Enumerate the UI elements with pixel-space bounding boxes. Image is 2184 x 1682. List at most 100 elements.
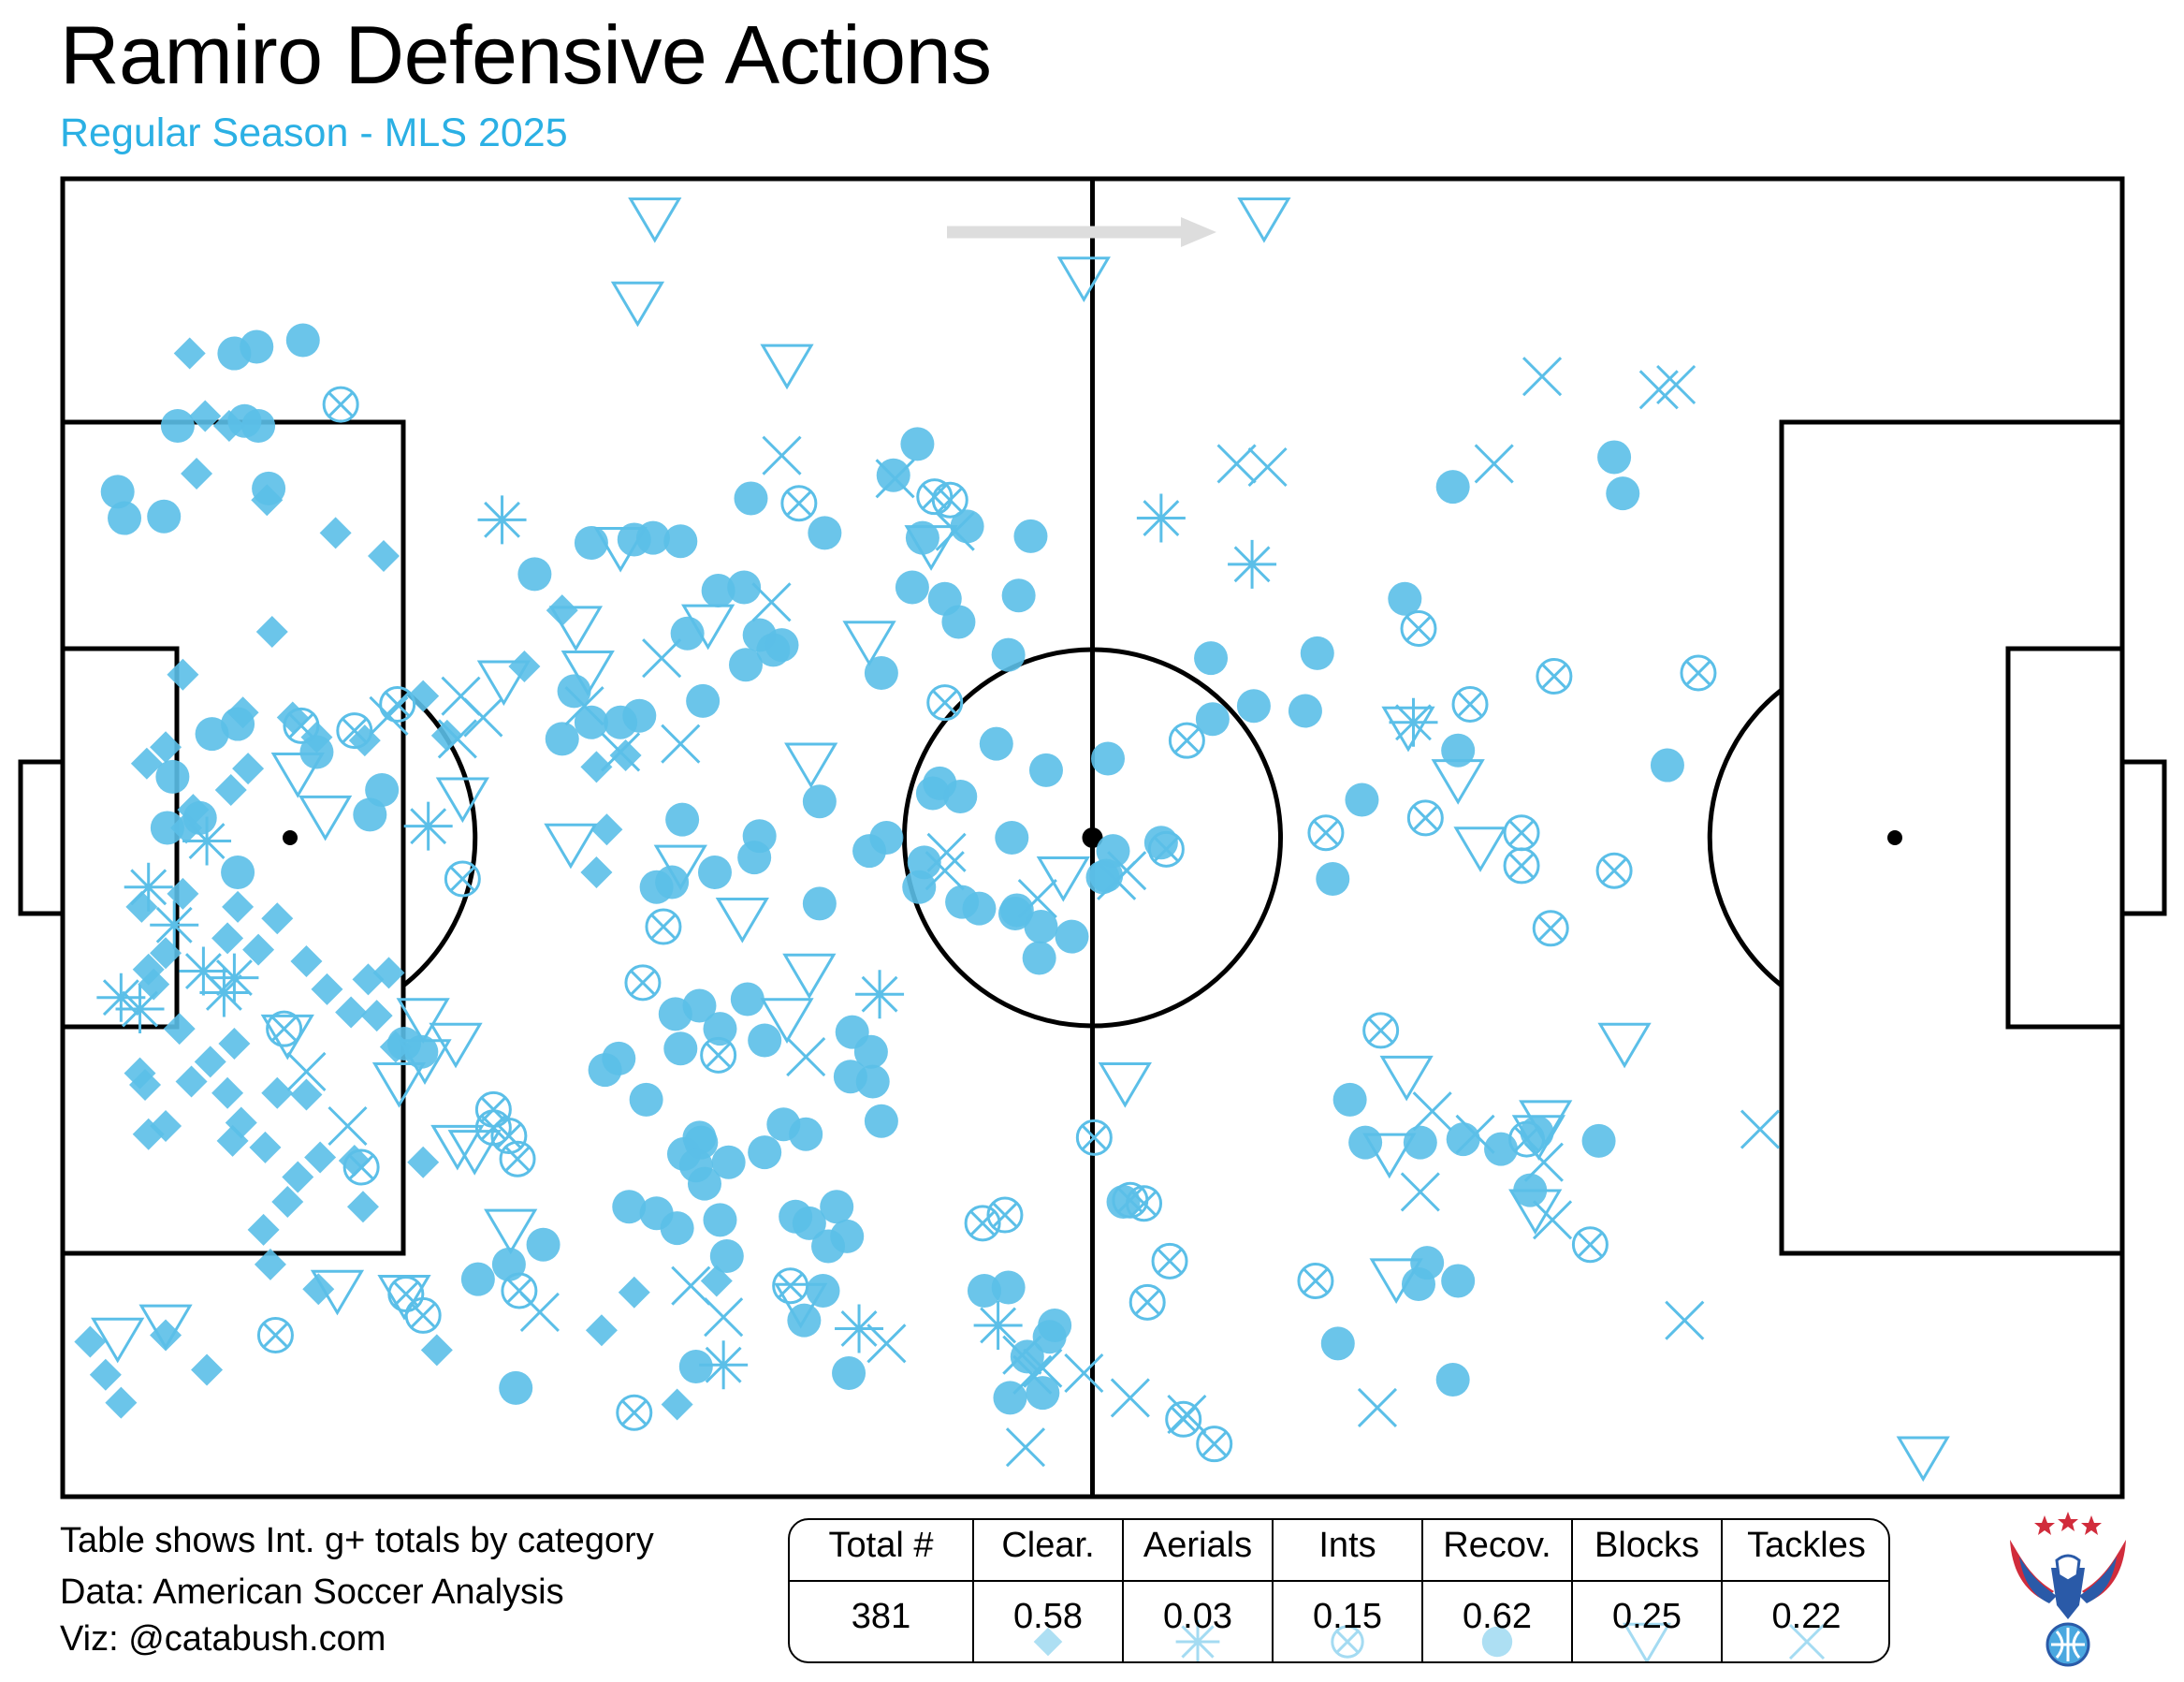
data-point-x: [642, 638, 682, 679]
eagle-soccer-logo: [2010, 1512, 2126, 1667]
data-point-circle-x: [1196, 1426, 1233, 1463]
data-point-circle: [150, 811, 184, 845]
data-point-triangle-down: [1369, 1258, 1423, 1305]
data-point-circle: [252, 471, 286, 505]
data-point-circle: [979, 726, 1013, 761]
table-header: Clear.: [1001, 1526, 1095, 1565]
data-point-asterisk: [96, 973, 146, 1022]
data-point-triangle-down: [1508, 1189, 1563, 1236]
data-point-triangle-down: [774, 1282, 828, 1329]
data-point-circle: [1650, 748, 1684, 782]
data-point-circle: [991, 637, 1026, 672]
data-point-circle: [686, 683, 721, 718]
data-point-diamond: [129, 1069, 162, 1101]
data-point-diamond: [214, 773, 247, 806]
data-point-triangle-down: [1453, 826, 1507, 872]
data-point-circle-x: [1297, 1262, 1334, 1299]
data-point-x: [661, 724, 701, 764]
right-penalty-arc: [1707, 688, 1784, 987]
data-point-circle: [299, 735, 334, 769]
data-point-circle: [1010, 1339, 1044, 1374]
data-point-circle: [711, 1145, 746, 1179]
data-point-circle: [1028, 753, 1063, 787]
data-point-circle-x: [645, 908, 682, 945]
data-point-diamond: [132, 1118, 165, 1150]
data-point-diamond: [261, 1076, 294, 1109]
data-point-circle: [1195, 702, 1230, 737]
data-point-triangle-down: [1511, 1115, 1566, 1161]
attack-direction-arrow: [947, 217, 1216, 247]
data-point-triangle-down: [544, 823, 598, 870]
data-point-diamond: [189, 400, 222, 432]
data-point-x: [1002, 1335, 1042, 1375]
table-header: Tackles: [1747, 1526, 1866, 1565]
data-point-diamond: [261, 902, 294, 935]
series-asterisk: [96, 493, 1438, 1390]
data-point-asterisk: [835, 1304, 884, 1353]
data-point-triangle-down: [447, 1130, 502, 1176]
data-point-circle-x: [1532, 910, 1569, 947]
data-point-circle-x: [1406, 799, 1444, 837]
data-point-diamond: [360, 1000, 393, 1032]
data-point-diamond: [247, 1213, 280, 1246]
data-point-circle: [1032, 1320, 1067, 1354]
data-point-x: [1005, 1427, 1046, 1468]
data-point-circle: [147, 499, 182, 534]
data-point-circle: [365, 772, 400, 807]
data-point-triangle-down: [435, 777, 489, 824]
data-point-diamond: [222, 890, 255, 923]
data-point-diamond: [211, 922, 244, 955]
data-point-circle-x: [1571, 1226, 1609, 1264]
data-point-diamond: [271, 1185, 304, 1218]
data-point-diamond: [585, 1314, 618, 1347]
data-point-triangle-down: [1056, 256, 1111, 302]
pitch-spots: [283, 827, 1902, 848]
data-point-circle-x: [624, 964, 662, 1002]
data-point-circle-x: [1151, 1242, 1188, 1280]
data-point-diamond: [163, 1013, 196, 1046]
data-point-x: [1740, 1109, 1781, 1149]
table-value: 0.03: [1163, 1597, 1232, 1636]
data-point-triangle-down: [548, 606, 604, 652]
data-point-triangle-down: [1379, 1055, 1434, 1102]
data-point-diamond: [194, 1046, 226, 1078]
data-point-circle: [997, 896, 1032, 930]
data-point-triangle-down: [310, 1269, 365, 1316]
center-circle: [902, 647, 1283, 1029]
data-point-triangle-down: [1896, 1436, 1950, 1483]
table-value: 0.62: [1463, 1597, 1532, 1636]
data-point-circle: [833, 1060, 867, 1094]
data-point-circle: [574, 705, 608, 739]
data-point-circle-x: [1595, 852, 1633, 889]
data-point-circle: [221, 707, 255, 741]
stats-table: Total # 381 Clear. 0.58 Aerials 0.03 Ints 0.15 R…: [788, 1518, 1890, 1663]
data-point-circle: [1288, 694, 1322, 728]
data-point-circle: [1026, 1376, 1060, 1411]
data-point-circle: [737, 841, 772, 875]
data-point-circle: [460, 1262, 495, 1296]
table-header: Total #: [828, 1526, 934, 1565]
right-penalty-spot: [1887, 830, 1902, 845]
chart-subtitle: Regular Season - MLS 2025: [60, 110, 568, 155]
data-source: Data: American Soccer Analysis: [60, 1572, 564, 1612]
data-point-circle: [517, 557, 552, 592]
data-point-asterisk: [855, 970, 905, 1019]
left-penalty-spot: [283, 830, 298, 845]
asterisk-icon: [1175, 1619, 1220, 1661]
data-point-circle: [1022, 941, 1056, 975]
data-point-circle: [869, 821, 904, 855]
data-point-diamond: [191, 1353, 224, 1386]
table-column: Aerials 0.03: [1122, 1520, 1272, 1661]
data-point-circle: [221, 855, 255, 889]
data-point-circle: [526, 1227, 561, 1262]
data-point-circle: [663, 524, 698, 559]
series-circle: [100, 323, 1684, 1415]
table-note: Table shows Int. g+ totals by category: [60, 1521, 654, 1560]
data-point-x: [1247, 446, 1288, 488]
table-value: 381: [851, 1597, 911, 1636]
data-point-circle-x: [342, 1148, 380, 1186]
data-point-circle: [160, 409, 195, 443]
data-point-circle: [1300, 636, 1334, 670]
data-point-triangle-down: [476, 660, 531, 707]
table-header: Blocks: [1594, 1526, 1699, 1565]
